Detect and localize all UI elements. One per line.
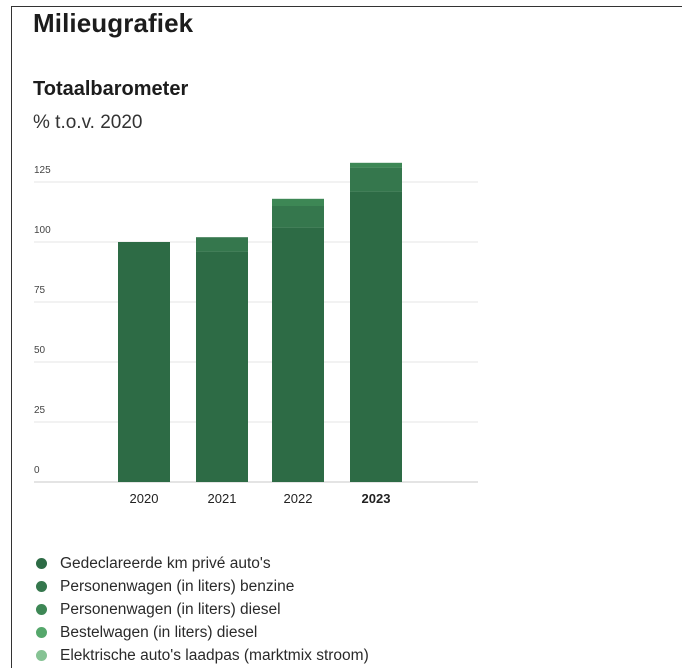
y-tick-label: 25 <box>34 405 46 416</box>
legend-item: Gedeclareerde km privé auto's <box>36 552 369 575</box>
legend-swatch <box>36 650 47 661</box>
y-tick-label: 0 <box>34 465 40 476</box>
chart-title: Totaalbarometer <box>33 78 189 100</box>
legend-item: Personenwagen (in liters) benzine <box>36 575 369 598</box>
legend-label: Bestelwagen (in liters) diesel <box>60 623 258 641</box>
y-tick-label: 50 <box>34 345 46 356</box>
legend-item: Elektrische auto's laadpas (marktmix str… <box>36 644 369 667</box>
chart-subtitle: % t.o.v. 2020 <box>33 112 143 133</box>
bar-segment <box>350 162 402 168</box>
bar-segment <box>350 191 402 482</box>
x-tick-label: 2022 <box>284 491 313 506</box>
bar-segment <box>272 227 324 482</box>
legend-label: Personenwagen (in liters) benzine <box>60 577 295 595</box>
legend: Gedeclareerde km privé auto's Personenwag… <box>36 552 369 667</box>
y-tick-label: 75 <box>34 285 46 296</box>
grid-lines <box>34 181 478 483</box>
legend-item: Personenwagen (in liters) diesel <box>36 598 369 621</box>
bar-segment <box>196 237 248 252</box>
bar-segment <box>118 242 170 482</box>
legend-item: Bestelwagen (in liters) diesel <box>36 621 369 644</box>
bar-segment <box>272 198 324 206</box>
bar-segment <box>196 251 248 482</box>
axis-labels: 0 25 50 75 100 125 2020 2021 2022 2023 <box>34 165 390 506</box>
x-tick-label: 2020 <box>130 491 159 506</box>
page-title: Milieugrafiek <box>33 8 194 38</box>
bar-chart: 0 25 50 75 100 125 2020 2021 2022 2023 <box>34 162 478 506</box>
legend-swatch <box>36 558 47 569</box>
bar-segment <box>350 167 402 192</box>
bars <box>118 162 402 482</box>
x-tick-label: 2023 <box>362 491 391 506</box>
legend-label: Elektrische auto's laadpas (marktmix str… <box>60 646 369 664</box>
y-tick-label: 100 <box>34 225 51 236</box>
legend-label: Personenwagen (in liters) diesel <box>60 600 281 618</box>
legend-label: Gedeclareerde km privé auto's <box>60 554 271 572</box>
legend-swatch <box>36 604 47 615</box>
legend-swatch <box>36 627 47 638</box>
legend-swatch <box>36 581 47 592</box>
x-tick-label: 2021 <box>208 491 237 506</box>
y-tick-label: 125 <box>34 165 51 176</box>
bar-segment <box>272 206 324 228</box>
